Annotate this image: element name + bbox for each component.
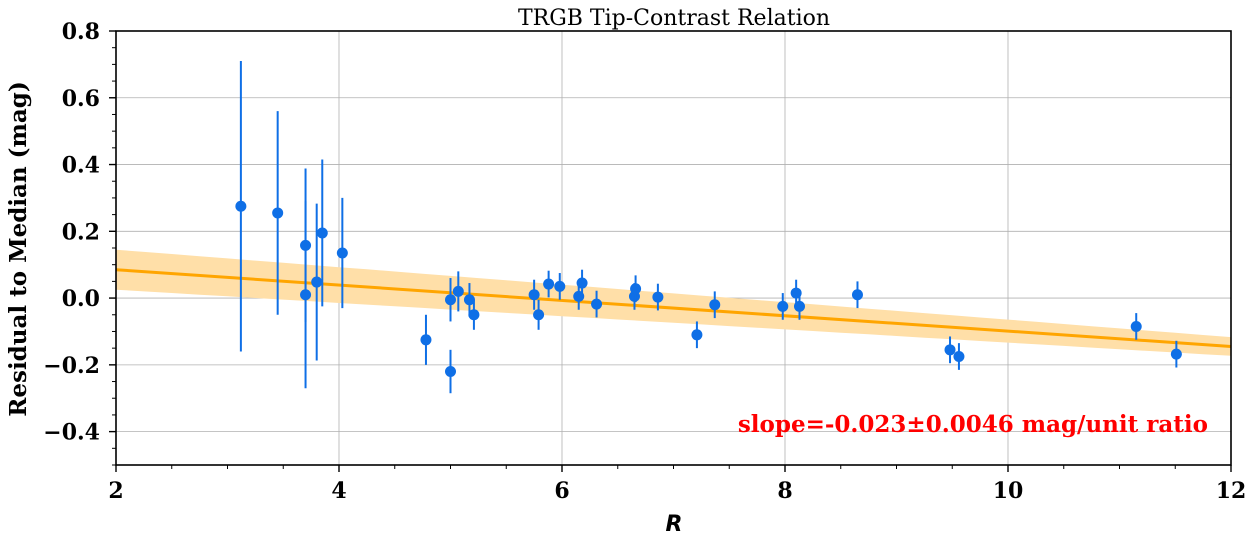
data-point [543,270,555,298]
data-point [420,314,432,365]
data-marker [630,283,642,295]
data-marker [300,289,312,301]
data-point [311,203,323,361]
data-marker [652,291,664,303]
grid-lines [115,30,1232,465]
data-point [1130,313,1142,340]
y-tick-label: 0.0 [62,286,100,312]
data-marker [576,277,588,289]
data-marker [336,247,348,259]
data-point [528,279,540,310]
x-tick-label: 8 [777,478,792,504]
data-point [777,293,789,320]
data-marker [944,344,956,356]
data-point [300,201,312,389]
data-marker [445,366,456,378]
y-tick-label: 0.8 [62,19,100,45]
plot-frame [115,30,1232,466]
data-point [235,61,247,352]
data-marker [554,280,566,292]
data-marker [445,294,456,306]
data-marker [691,329,703,341]
data-point [691,321,703,349]
data-point [445,278,456,322]
data-marker [953,351,965,362]
x-tick-label: 12 [1216,478,1247,504]
data-point [591,290,603,318]
data-marker [709,299,721,311]
data-marker [1170,348,1182,360]
x-axis-label: R [666,512,683,537]
data-marker [463,294,475,306]
data-point [953,343,965,370]
data-point [944,336,956,364]
axis-ticks: 2 4 6 8 10 12 −0.4 −0.2 0.0 0.2 0.4 0.6 0.8 [43,19,1246,504]
data-marker [851,289,863,301]
data-point [851,281,863,309]
x-tick-label: 4 [331,478,346,504]
data-point [452,271,464,312]
y-tick-label: 0.2 [62,219,100,245]
data-marker [1130,320,1142,332]
data-point [652,283,664,311]
data-marker [420,334,432,346]
x-tick-label: 6 [554,478,569,504]
data-point [445,349,456,394]
data-point [793,293,805,320]
data-marker [316,227,328,239]
data-point [576,269,588,297]
data-point [272,111,284,315]
data-point [468,299,480,330]
x-tick-label: 2 [108,478,123,504]
data-marker [272,207,284,219]
data-point [336,197,348,309]
data-marker [452,285,464,297]
data-marker [591,298,603,310]
y-tick-label: −0.4 [43,420,100,446]
data-points [235,61,1182,394]
data-point [316,159,328,307]
data-marker [528,289,540,301]
fit-line [115,268,1232,348]
data-marker [468,309,480,321]
y-tick-label: 0.6 [62,86,100,112]
data-marker [533,309,545,321]
data-point [463,283,475,317]
y-tick-label: −0.2 [43,353,100,379]
slope-annotation: slope=-0.023±0.0046 mag/unit ratio [738,411,1208,438]
data-point [709,291,721,319]
data-marker [311,276,323,288]
data-marker [543,278,555,290]
fit-confidence-band [116,249,1231,356]
data-marker [235,200,247,212]
data-point [533,299,545,330]
data-point [554,273,566,300]
data-point [630,275,642,303]
data-marker [793,300,805,312]
chart-title: TRGB Tip-Contrast Relation [518,6,830,31]
x-tick-label: 10 [993,478,1024,504]
data-point [1170,340,1182,368]
data-marker [777,300,789,312]
y-axis-label: Residual to Median (mag) [5,81,32,417]
y-tick-label: 0.4 [62,153,100,179]
